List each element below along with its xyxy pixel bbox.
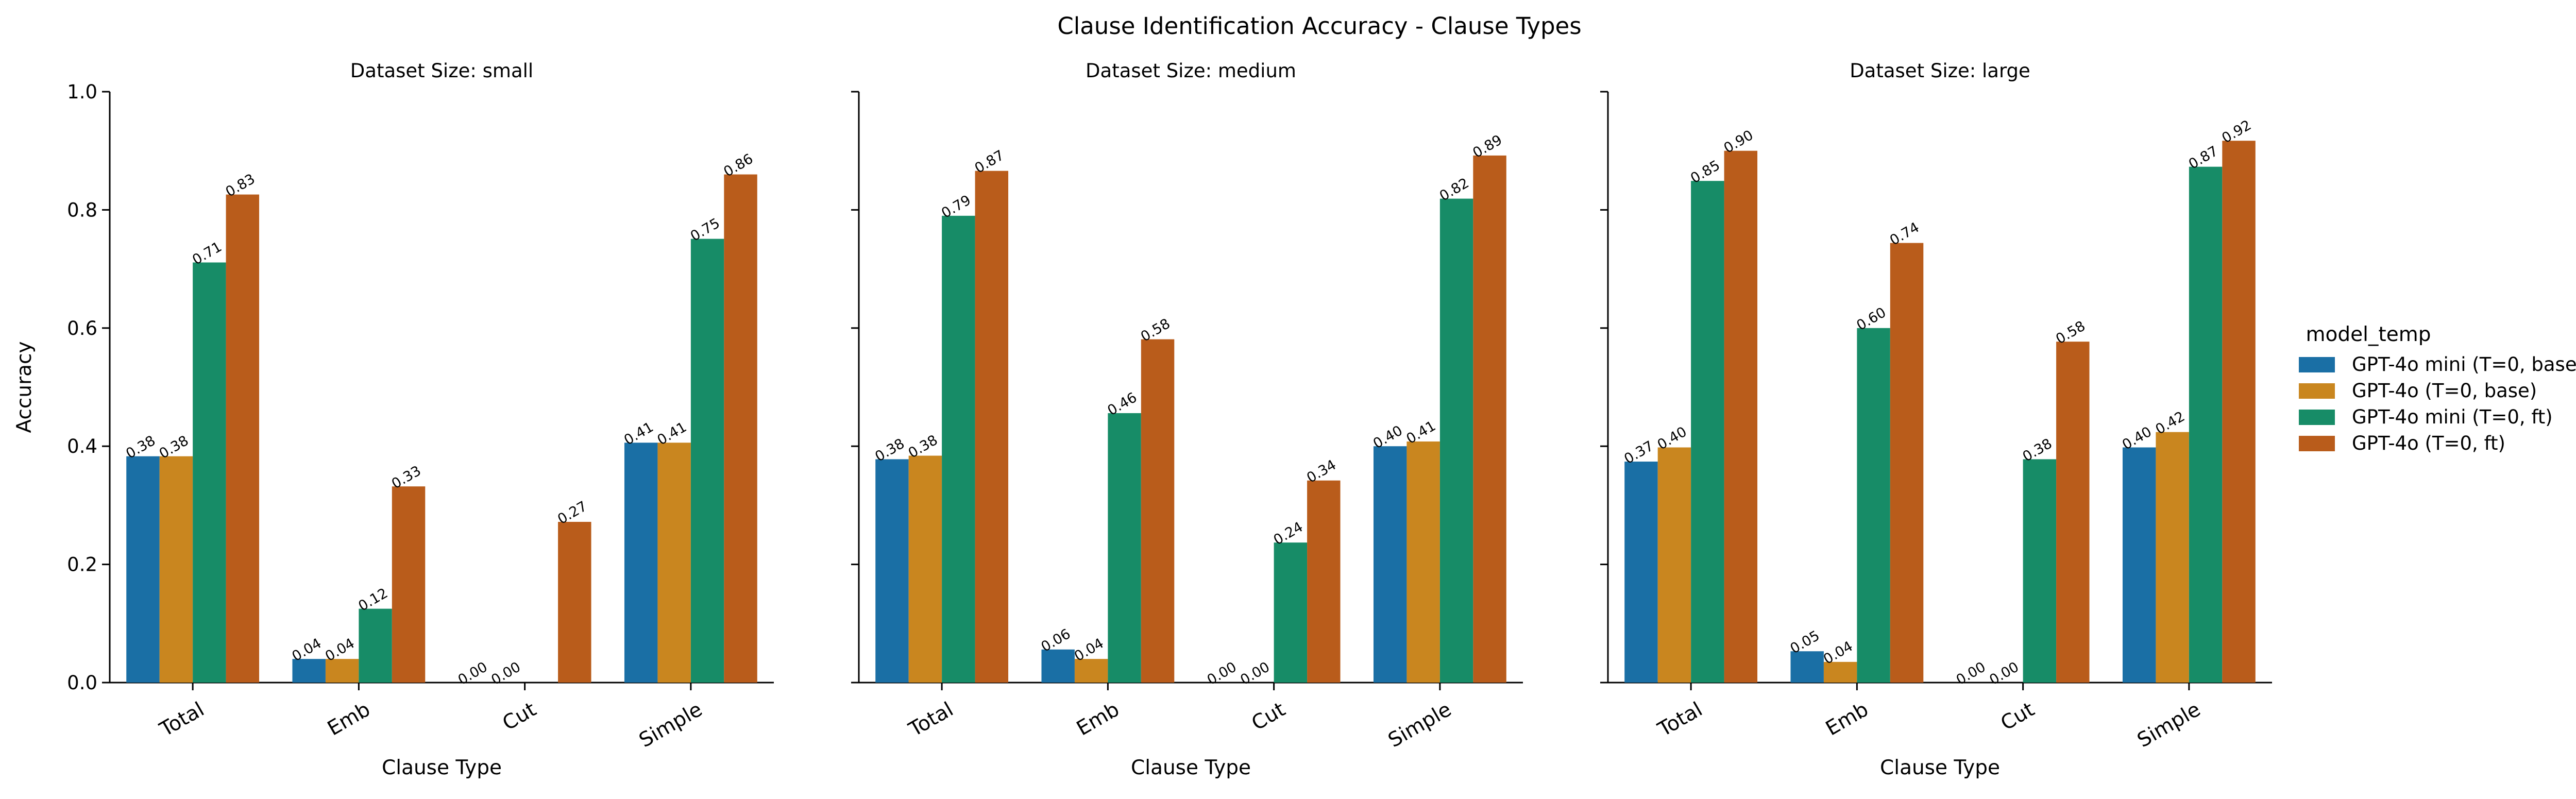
legend-swatch	[2299, 383, 2335, 399]
bar	[126, 456, 160, 683]
bar	[908, 455, 942, 683]
bar-value-label: 0.00	[1987, 659, 2022, 688]
bar-value-label: 0.00	[1205, 659, 1240, 688]
bar	[1890, 243, 1924, 683]
bar	[690, 239, 724, 683]
bar	[1108, 413, 1141, 683]
bar	[1724, 150, 1758, 683]
x-tick-label: Cut	[1248, 698, 1290, 736]
legend: model_temp GPT-4o mini (T=0, base) GPT-4o…	[2299, 323, 2576, 454]
x-axis-label: Clause Type	[1131, 756, 1251, 779]
bar	[2189, 166, 2223, 683]
bar	[1857, 328, 1890, 683]
bar	[1624, 462, 1658, 683]
bar	[392, 486, 426, 683]
y-tick-label: 0.8	[67, 199, 97, 221]
bar	[2056, 342, 2090, 683]
bar	[193, 262, 226, 683]
bar	[1074, 659, 1108, 683]
chart-title: Clause Identification Accuracy - Clause …	[1057, 12, 1581, 40]
legend-label: GPT-4o (T=0, base)	[2352, 380, 2537, 402]
bar	[226, 194, 260, 683]
bar	[325, 659, 359, 683]
bar	[359, 608, 392, 683]
x-tick-label: Cut	[499, 698, 540, 736]
bar	[1691, 181, 1724, 683]
x-tick-label: Total	[156, 698, 208, 742]
bar	[975, 171, 1009, 683]
y-tick-label: 0.6	[67, 317, 97, 339]
legend-swatch	[2299, 357, 2335, 372]
bar-value-label: 0.00	[488, 659, 523, 688]
bar	[2156, 432, 2189, 683]
x-tick-label: Simple	[1384, 698, 1455, 753]
bar	[1823, 661, 1857, 683]
bar	[1790, 651, 1824, 683]
y-tick-label: 0.4	[67, 435, 97, 457]
bar	[657, 443, 691, 683]
bar	[624, 443, 658, 683]
x-tick-label: Simple	[2133, 698, 2205, 753]
panel-title: Dataset Size: small	[350, 60, 533, 82]
bar-value-label: 0.00	[455, 659, 490, 688]
bar-value-label: 0.00	[1238, 659, 1273, 688]
bar	[1373, 446, 1407, 683]
x-tick-label: Emb	[1822, 698, 1872, 741]
bar	[1439, 198, 1473, 683]
y-tick-label: 1.0	[67, 81, 97, 103]
bar	[2023, 459, 2057, 683]
legend-label: GPT-4o mini (T=0, base)	[2352, 353, 2576, 376]
x-tick-label: Emb	[324, 698, 374, 741]
panel-1: Dataset Size: small 0.0 0.2 0.4 0.6 0.8 1.0 Acc…	[13, 60, 774, 779]
x-tick-label: Cut	[1997, 698, 2039, 736]
legend-label: GPT-4o (T=0, ft)	[2352, 432, 2505, 454]
x-tick-label: Total	[905, 698, 957, 742]
bar	[1473, 155, 1506, 683]
legend-title: model_temp	[2306, 323, 2431, 346]
x-tick-label: Emb	[1073, 698, 1123, 741]
bar	[159, 456, 193, 683]
bar	[1041, 649, 1075, 683]
x-tick-label: Total	[1654, 698, 1706, 742]
x-tick-label: Simple	[635, 698, 706, 753]
panels: Dataset Size: small 0.0 0.2 0.4 0.6 0.8 1.0 Acc…	[13, 60, 2272, 779]
x-axis-label: Clause Type	[382, 756, 502, 779]
bar	[942, 215, 975, 683]
bar	[2122, 447, 2156, 683]
bar	[875, 459, 909, 683]
bar	[558, 522, 591, 683]
bar	[1307, 480, 1341, 683]
y-tick-label: 0.0	[67, 672, 97, 694]
panel-2: Dataset Size: medium0.380.060.000.400.38…	[851, 60, 1523, 779]
panel-title: Dataset Size: medium	[1086, 60, 1296, 82]
bar	[1406, 441, 1440, 683]
bar	[724, 174, 757, 683]
y-tick-label: 0.2	[67, 554, 97, 576]
x-axis-label: Clause Type	[1880, 756, 2000, 779]
bar	[1657, 447, 1691, 683]
bar	[1274, 542, 1308, 683]
bar	[2222, 141, 2256, 683]
bar	[292, 659, 326, 683]
panel-title: Dataset Size: large	[1850, 60, 2030, 82]
bar-value-label: 0.00	[1954, 659, 1989, 688]
legend-swatch	[2299, 410, 2335, 425]
bar	[1141, 339, 1175, 683]
legend-swatch	[2299, 436, 2335, 451]
legend-label: GPT-4o mini (T=0, ft)	[2352, 406, 2553, 428]
panel-3: Dataset Size: large0.370.050.000.400.400…	[1600, 60, 2272, 779]
y-axis-label: Accuracy	[13, 341, 36, 433]
